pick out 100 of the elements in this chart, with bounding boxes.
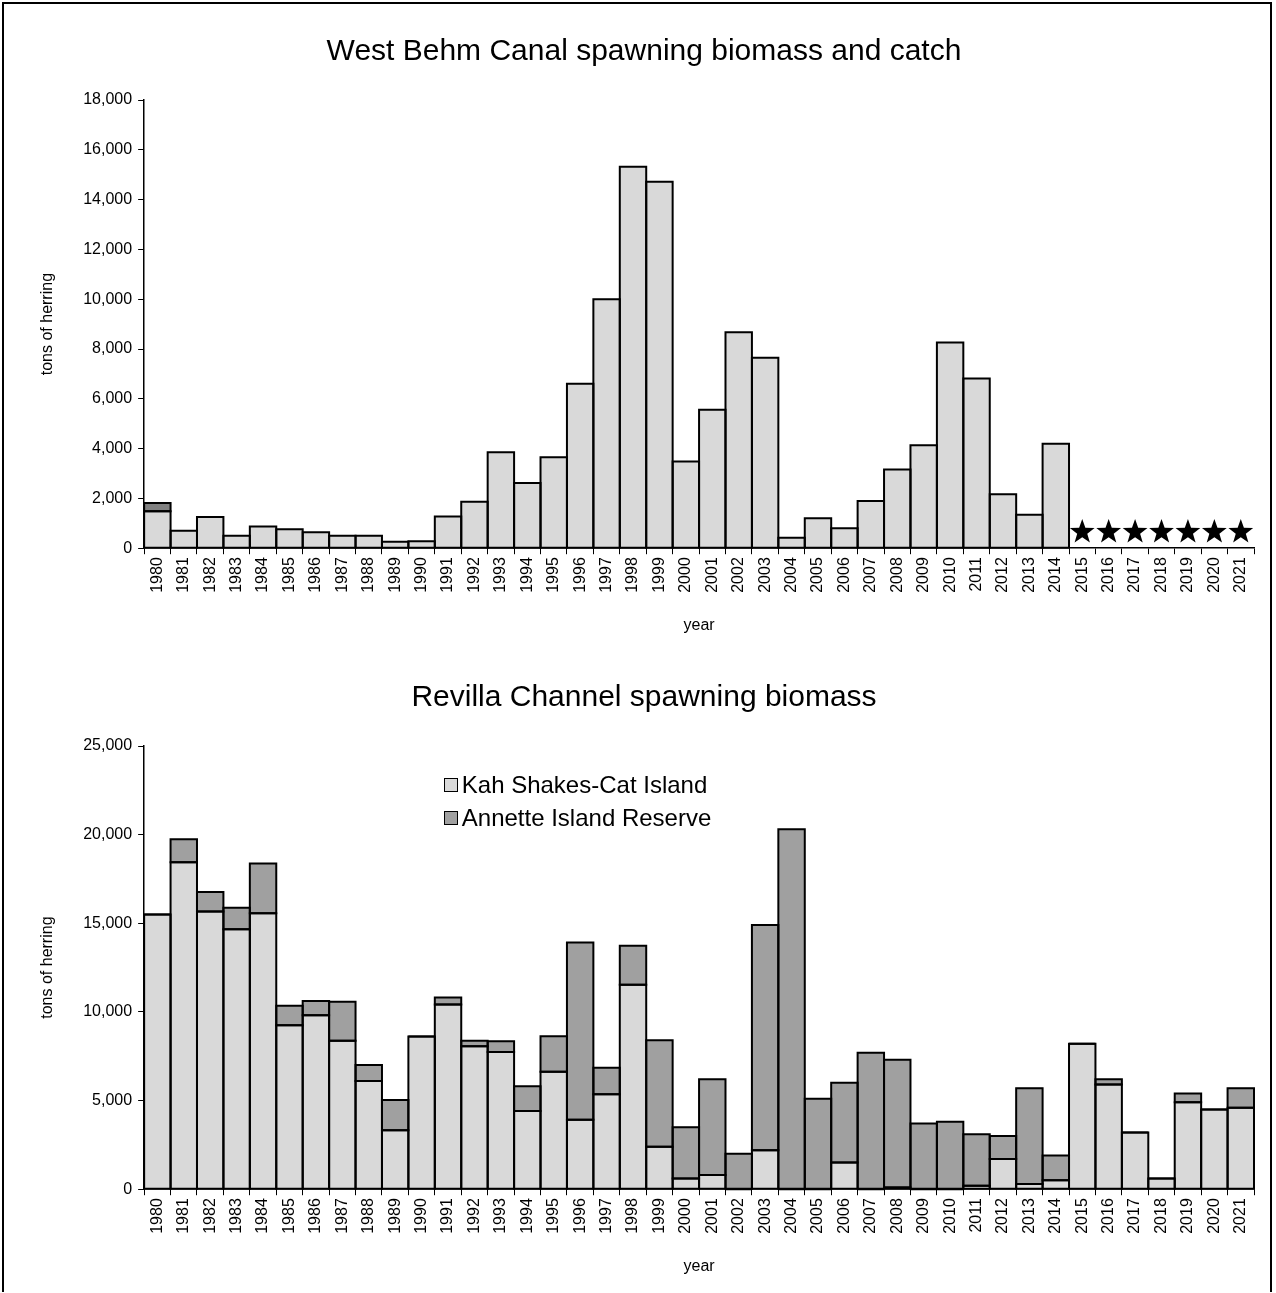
x-tick-label: 2021	[1231, 557, 1249, 593]
x-tick-label: 1994	[517, 1198, 535, 1234]
x-tick-label: 1996	[570, 1198, 588, 1234]
x-tick-label: 1987	[332, 557, 350, 593]
x-tick-label: 2016	[1099, 557, 1117, 593]
x-tick-label: 2016	[1099, 1198, 1117, 1234]
y-tick-label: 15,000	[83, 913, 133, 931]
x-tick-label: 1999	[649, 557, 667, 593]
x-axis-title: year	[683, 615, 716, 633]
x-tick-label: 1989	[385, 557, 403, 593]
y-tick-label: 18,000	[83, 90, 133, 108]
x-tick-label: 1997	[596, 1198, 614, 1234]
y-tick-label: 2,000	[92, 488, 133, 506]
y-tick-label: 4,000	[92, 439, 133, 457]
x-tick-label: 2002	[729, 557, 747, 593]
y-tick-label: 10,000	[83, 289, 133, 307]
x-axis-title: year	[683, 1256, 716, 1274]
x-tick-label: 1986	[306, 1198, 324, 1234]
x-tick-label: 2012	[993, 557, 1011, 593]
x-tick-label: 1998	[623, 557, 641, 593]
x-tick-label: 2009	[914, 557, 932, 593]
x-tick-label: 2021	[1231, 1198, 1249, 1234]
chart-title: Revilla Channel spawning biomass	[411, 679, 877, 713]
x-tick-label: 2019	[1178, 557, 1196, 593]
x-tick-label: 1982	[200, 557, 218, 593]
x-tick-label: 2004	[781, 557, 799, 593]
x-tick-label: 2013	[1019, 557, 1037, 593]
x-tick-label: 2001	[702, 557, 720, 593]
x-tick-label: 1988	[359, 1198, 377, 1234]
x-tick-label: 1983	[227, 1198, 245, 1234]
y-tick-label: 12,000	[83, 239, 133, 257]
x-tick-label: 2012	[993, 1198, 1011, 1234]
x-tick-label: 2003	[755, 557, 773, 593]
x-tick-label: 1995	[544, 557, 562, 593]
x-tick-label: 2008	[887, 557, 905, 593]
x-tick-label: 2011	[966, 557, 984, 592]
x-tick-label: 1990	[412, 557, 430, 593]
x-tick-label: 1995	[544, 1198, 562, 1234]
x-tick-label: 1986	[306, 557, 324, 593]
x-tick-label: 1992	[464, 1198, 482, 1234]
x-tick-label: 2014	[1046, 557, 1064, 593]
x-tick-label: 1993	[491, 557, 509, 593]
y-tick-label: 16,000	[83, 140, 133, 158]
y-axis-title: tons of herring	[38, 272, 56, 376]
x-tick-label: 2001	[702, 1198, 720, 1234]
x-tick-label: 2007	[861, 557, 879, 593]
y-axis-title: tons of herring	[38, 916, 56, 1019]
x-tick-label: 2006	[834, 557, 852, 593]
x-tick-label: 2019	[1178, 1198, 1196, 1234]
x-tick-label: 1987	[332, 1198, 350, 1234]
y-tick-label: 10,000	[83, 1002, 133, 1020]
x-tick-label: 1983	[227, 557, 245, 593]
x-tick-label: 2011	[966, 1198, 984, 1233]
x-tick-label: 2018	[1151, 1198, 1169, 1234]
x-tick-label: 2003	[755, 1198, 773, 1234]
x-tick-label: 2000	[676, 1198, 694, 1234]
x-tick-label: 1997	[596, 557, 614, 593]
x-tick-label: 2000	[676, 557, 694, 593]
y-tick-label: 0	[123, 538, 133, 556]
x-tick-label: 2005	[808, 557, 826, 593]
y-tick-label: 0	[123, 1179, 133, 1197]
x-tick-label: 1994	[517, 557, 535, 593]
x-tick-label: 2020	[1204, 1198, 1222, 1234]
x-tick-label: 1991	[438, 1198, 456, 1234]
y-tick-label: 6,000	[92, 389, 133, 407]
x-tick-label: 1984	[253, 1198, 271, 1234]
x-tick-label: 2013	[1019, 1198, 1037, 1234]
y-tick-label: 8,000	[92, 339, 133, 357]
x-tick-label: 2010	[940, 1198, 958, 1234]
x-tick-label: 1992	[464, 557, 482, 593]
x-tick-label: 2017	[1125, 1198, 1143, 1234]
x-tick-label: 2018	[1151, 557, 1169, 593]
x-tick-label: 1998	[623, 1198, 641, 1234]
x-tick-label: 1990	[412, 1198, 430, 1234]
x-tick-label: 1985	[279, 1198, 297, 1234]
x-tick-label: 1981	[174, 557, 192, 593]
x-tick-label: 1988	[359, 557, 377, 593]
x-tick-label: 2007	[861, 1198, 879, 1234]
x-tick-label: 2017	[1125, 557, 1143, 593]
x-tick-label: 2002	[729, 1198, 747, 1234]
chart-title: West Behm Canal spawning biomass and catch	[326, 33, 962, 67]
x-tick-label: 1989	[385, 1198, 403, 1234]
x-tick-label: 1981	[174, 1198, 192, 1234]
x-tick-label: 2005	[808, 1198, 826, 1234]
x-tick-label: 2009	[914, 1198, 932, 1234]
x-tick-label: 1999	[649, 1198, 667, 1234]
x-tick-label: 2008	[887, 1198, 905, 1234]
x-tick-label: 2015	[1072, 557, 1090, 593]
x-tick-label: 1980	[147, 557, 165, 593]
x-tick-label: 1993	[491, 1198, 509, 1234]
y-tick-label: 14,000	[83, 190, 133, 208]
legend-label: Annette Island Reserve	[461, 803, 712, 832]
x-tick-label: 1985	[279, 557, 297, 593]
x-tick-label: 1982	[200, 1198, 218, 1234]
x-tick-label: 2006	[834, 1198, 852, 1234]
x-tick-label: 2015	[1072, 1198, 1090, 1234]
legend-label: Kah Shakes-Cat Island	[461, 770, 708, 799]
x-tick-label: 1991	[438, 557, 456, 593]
x-tick-label: 2014	[1046, 1198, 1064, 1234]
x-tick-label: 2010	[940, 557, 958, 593]
